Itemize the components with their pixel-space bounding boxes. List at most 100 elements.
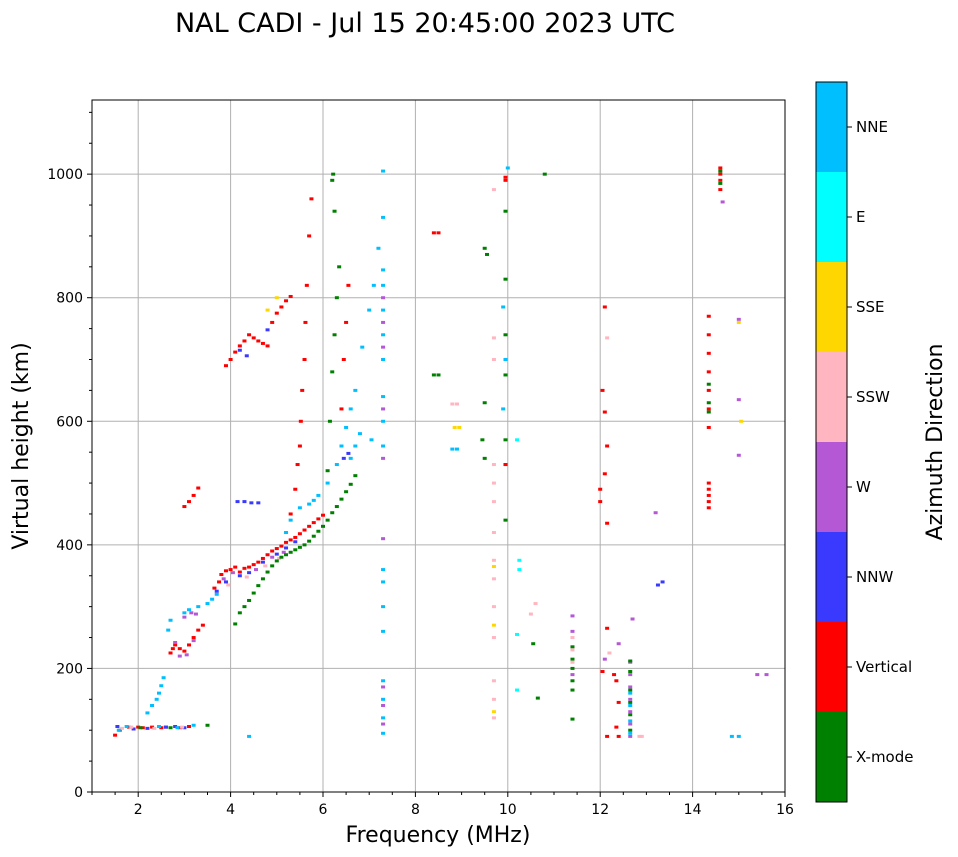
data-point-vertical	[706, 481, 711, 485]
colorbar-swatch-sse	[816, 262, 847, 352]
data-point-vertical	[503, 178, 508, 182]
colorbar-label-vertical: Vertical	[856, 658, 912, 676]
data-point-nne	[369, 438, 374, 442]
data-point-ssw	[491, 336, 496, 340]
colorbar-label-ssw: SSW	[856, 388, 890, 406]
data-point-w	[191, 639, 196, 643]
data-point-nne	[161, 676, 166, 680]
data-point-vertical	[614, 725, 619, 729]
data-point-vertical	[706, 506, 711, 510]
data-point-x-mode	[205, 723, 210, 727]
data-point-ssw	[491, 463, 496, 467]
data-point-vertical	[706, 500, 711, 504]
data-point-x-mode	[260, 577, 265, 581]
data-point-nne	[307, 502, 312, 506]
data-point-x-mode	[570, 717, 575, 721]
data-point-nne	[381, 358, 386, 361]
data-point-x-mode	[321, 524, 325, 528]
y-tick-label: 800	[56, 291, 83, 307]
data-point-x-mode	[251, 591, 256, 595]
data-point-w	[736, 453, 741, 457]
data-point-ssw	[491, 577, 496, 581]
x-tick-label: 10	[499, 802, 517, 818]
data-point-x-mode	[570, 666, 575, 670]
data-point-vertical	[602, 472, 607, 476]
data-point-nnw	[247, 571, 252, 575]
data-point-w	[736, 317, 741, 321]
data-point-nne	[501, 305, 506, 309]
data-point-ssw	[491, 500, 496, 504]
data-point-ssw	[491, 481, 496, 485]
data-point-nne	[729, 734, 734, 738]
data-point-nnw	[293, 540, 298, 544]
data-point-vertical	[718, 188, 723, 192]
data-point-nne	[381, 679, 386, 683]
data-point-w	[270, 555, 275, 559]
data-point-nne	[628, 691, 633, 695]
data-point-ssw	[570, 648, 575, 652]
data-point-x-mode	[542, 172, 547, 176]
data-point-x-mode	[706, 410, 711, 414]
data-point-vertical	[247, 565, 252, 569]
colorbar-label: Azimuth Direction	[923, 343, 948, 540]
data-point-nne	[191, 723, 196, 727]
data-point-x-mode	[330, 370, 335, 374]
data-point-ssw	[491, 697, 496, 701]
data-point-nne	[360, 345, 365, 349]
data-point-nne	[381, 716, 386, 720]
data-point-vertical	[150, 725, 155, 729]
data-point-vertical	[321, 513, 325, 517]
data-point-vertical	[284, 540, 289, 544]
data-point-x-mode	[242, 605, 247, 609]
data-point-x-mode	[628, 659, 633, 663]
data-point-vertical	[279, 305, 284, 309]
data-point-w	[381, 685, 386, 689]
data-point-vertical	[113, 733, 118, 737]
data-marks	[113, 166, 769, 738]
data-point-ssw	[244, 575, 249, 579]
data-point-vertical	[187, 725, 192, 729]
data-point-w	[381, 407, 386, 411]
data-point-ssw	[152, 726, 157, 730]
data-point-nnw	[173, 725, 178, 729]
data-point-ssw	[533, 602, 538, 606]
data-point-vertical	[284, 299, 289, 303]
data-point-nne	[348, 407, 353, 411]
data-point-vertical	[293, 535, 298, 539]
data-point-nnw	[242, 500, 247, 504]
y-tick-label: 1000	[47, 167, 83, 183]
data-point-nne	[168, 618, 173, 622]
data-point-vertical	[295, 463, 300, 467]
plot-frame	[91, 99, 786, 793]
data-point-vertical	[706, 314, 711, 318]
data-point-w	[570, 614, 575, 618]
data-point-ssw	[637, 734, 642, 738]
data-point-vertical	[251, 563, 256, 567]
y-axis-ticks: 0 200 400 600 800 1000	[47, 111, 92, 801]
data-point-x-mode	[339, 497, 344, 501]
data-point-nne	[214, 592, 219, 596]
data-point-w	[720, 200, 725, 204]
data-point-ssw	[450, 402, 455, 406]
data-point-vertical	[177, 647, 182, 651]
data-point-nne	[450, 447, 455, 451]
colorbar: X-mode Vertical NNW W SSW SSE E NNE	[815, 81, 913, 803]
data-point-vertical	[302, 528, 307, 532]
data-point-x-mode	[237, 611, 242, 615]
data-point-w	[230, 571, 235, 575]
data-point-ssw	[226, 583, 231, 587]
data-point-x-mode	[348, 482, 353, 486]
data-point-nne	[381, 605, 386, 609]
data-point-vertical	[706, 407, 711, 411]
data-point-x-mode	[570, 645, 575, 649]
data-point-nne	[381, 731, 386, 735]
data-point-vertical	[706, 388, 711, 392]
data-point-nnw	[346, 451, 351, 455]
data-point-x-mode	[279, 555, 284, 559]
data-point-vertical	[223, 364, 228, 368]
data-point-vertical	[616, 734, 621, 738]
data-point-sse	[491, 564, 496, 568]
data-point-nne	[150, 704, 155, 707]
colorbar-label-e: E	[856, 208, 865, 226]
data-point-w	[381, 537, 386, 541]
